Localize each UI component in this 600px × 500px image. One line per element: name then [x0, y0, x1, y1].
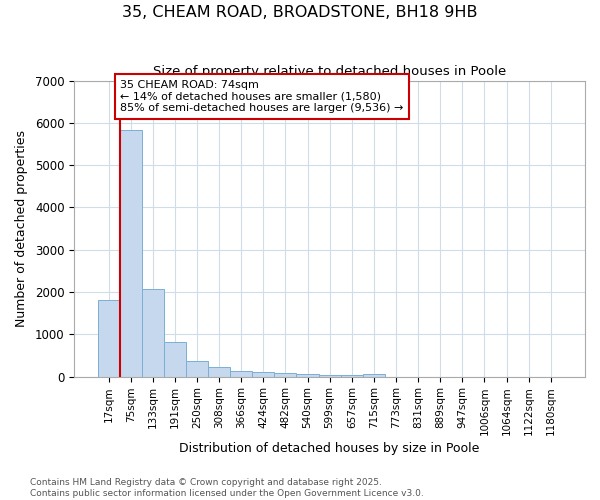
- Bar: [274, 374, 296, 376]
- Y-axis label: Number of detached properties: Number of detached properties: [15, 130, 28, 327]
- Bar: [164, 342, 186, 376]
- Bar: [119, 130, 142, 376]
- Title: Size of property relative to detached houses in Poole: Size of property relative to detached ho…: [153, 65, 506, 78]
- Bar: [252, 372, 274, 376]
- Bar: [98, 300, 119, 376]
- Bar: [363, 374, 385, 376]
- Bar: [319, 375, 341, 376]
- X-axis label: Distribution of detached houses by size in Poole: Distribution of detached houses by size …: [179, 442, 480, 455]
- Bar: [296, 374, 319, 376]
- Bar: [230, 371, 252, 376]
- Text: 35, CHEAM ROAD, BROADSTONE, BH18 9HB: 35, CHEAM ROAD, BROADSTONE, BH18 9HB: [122, 5, 478, 20]
- Bar: [186, 362, 208, 376]
- Bar: [208, 367, 230, 376]
- Text: Contains HM Land Registry data © Crown copyright and database right 2025.
Contai: Contains HM Land Registry data © Crown c…: [30, 478, 424, 498]
- Bar: [142, 288, 164, 376]
- Text: 35 CHEAM ROAD: 74sqm
← 14% of detached houses are smaller (1,580)
85% of semi-de: 35 CHEAM ROAD: 74sqm ← 14% of detached h…: [120, 80, 403, 113]
